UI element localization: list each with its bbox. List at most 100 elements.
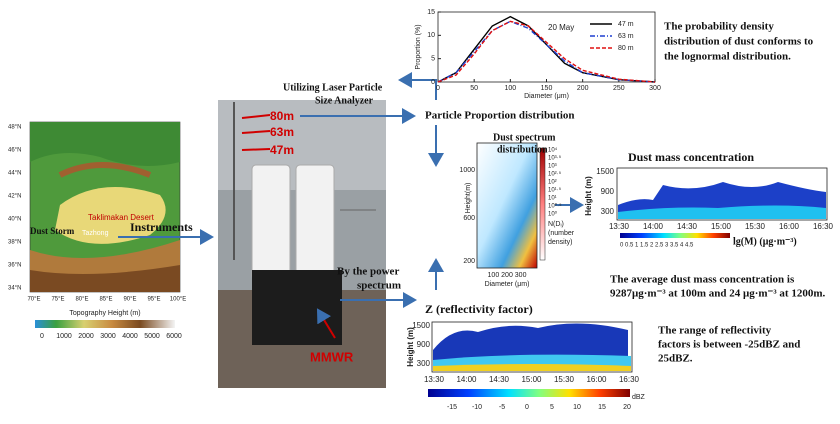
pdf-note: The probability density: [664, 21, 774, 33]
lat-tick: 44°N: [8, 171, 21, 177]
legend-label: 80 m: [618, 45, 634, 52]
x-tick-label: 15:00: [521, 375, 542, 384]
z-note: 25dBZ.: [658, 353, 693, 365]
lon-tick: 100°E: [170, 297, 186, 303]
cbar-tick: 10⁰·⁵: [548, 203, 562, 210]
cbar-tick: 0: [525, 404, 529, 411]
power-label: spectrum: [357, 280, 401, 292]
cbar-tick: 10³·⁵: [548, 155, 562, 162]
cbar-tick: 10¹: [548, 196, 557, 202]
cbar-label: N(Dᵢ): [548, 221, 564, 228]
mass-colorbar: [620, 233, 730, 238]
y-tick-label: 1500: [596, 167, 614, 176]
dust-storm-label: Dust Storm: [30, 226, 75, 236]
y-tick-label: 0: [431, 79, 435, 86]
spectrum-colorbar: [539, 147, 546, 261]
z-plot: [431, 321, 633, 373]
y-axis-label: Proportion (%): [415, 24, 422, 69]
y-tick-label: 900: [417, 340, 431, 349]
power-label: By the power: [337, 266, 399, 278]
x-tick-label: 0: [436, 85, 440, 92]
x-tick-label: 100: [504, 85, 516, 92]
lat-tick: 42°N: [8, 194, 21, 200]
z-note: factors is between -25dBZ and: [658, 339, 800, 351]
mass-note: 9287μg·m⁻³ at 100m and 24 μg·m⁻³ at 1200…: [610, 288, 825, 300]
cbar-tick: 5000: [144, 333, 160, 340]
x-tick-label: 14:00: [643, 222, 664, 231]
cbar-tick: 10⁰: [548, 211, 558, 218]
x-tick-label: 16:30: [619, 375, 640, 384]
x-axis-label: Diameter (μm): [524, 93, 569, 100]
cbar-tick: -10: [472, 404, 482, 411]
instruments-label: Instruments: [130, 220, 193, 234]
z-label: Z (reflectivity factor): [425, 302, 533, 316]
particle-label: Particle Proportion distribution: [425, 110, 575, 122]
lat-tick: 40°N: [8, 217, 21, 223]
cbar-tick: 10²·⁵: [548, 171, 562, 178]
line: [437, 20, 656, 83]
y-tick-label: 10: [427, 32, 435, 39]
y-tick-label: 600: [463, 215, 475, 222]
photo: [218, 100, 386, 388]
cbar-tick: 10³: [548, 164, 557, 170]
x-tick-label: 200: [577, 85, 589, 92]
spectrum-title: distribution: [497, 144, 548, 155]
lon-tick: 90°E: [123, 297, 136, 303]
spectrum-ylabel: Height(m): [465, 183, 472, 214]
x-tick-label: 300: [649, 85, 661, 92]
z-ticks: 1500 900 300 13:30 14:00 14:30 15:00 15:30 16:00…: [412, 321, 639, 411]
lon-tick: 70°E: [27, 297, 40, 303]
mass-ylabel: Height (m): [584, 176, 593, 216]
x-tick-label: 14:30: [489, 375, 510, 384]
y-tick-label: 15: [427, 9, 435, 16]
cbar-tick: 4000: [122, 333, 138, 340]
cbar-tick: 10¹·⁵: [548, 187, 562, 194]
cbar-tick: 15: [598, 404, 606, 411]
x-tick-label: 13:30: [609, 222, 630, 231]
x-tick-label: 16:00: [779, 222, 800, 231]
pointer-arrows: [241, 114, 336, 339]
z-colorbar: [428, 389, 630, 397]
lat-tick: 48°N: [8, 125, 21, 131]
cbar-tick: 2000: [78, 333, 94, 340]
y-tick-label: 1500: [412, 321, 430, 330]
y-tick-label: 1000: [459, 167, 475, 174]
x-tick-label: 14:00: [456, 375, 477, 384]
spectrum-plot: [476, 142, 538, 269]
cbar-tick: -5: [499, 404, 505, 411]
x-tick-label: 150: [541, 85, 553, 92]
cbar-tick: -15: [447, 404, 457, 411]
cbar-label: (number: [548, 230, 575, 237]
map-xlabel: Topography Height (m): [69, 310, 140, 317]
x-tick-label: 50: [470, 85, 478, 92]
cbar-label: density): [548, 239, 573, 246]
y-tick-label: 300: [601, 207, 615, 216]
height-label: 47m: [270, 143, 294, 157]
annotation: 20 May: [548, 23, 574, 32]
pdf-chart: 0 50 100 150 200 250 300 0 5 10 15 Diameter (μm) Pro…: [415, 9, 661, 100]
lon-tick: 95°E: [147, 297, 160, 303]
utilizing-label: Utilizing Laser Particle: [283, 82, 383, 93]
mass-note: The average dust mass concentration is: [610, 274, 795, 286]
cbar-tick: 20: [623, 404, 631, 411]
map: [29, 121, 181, 328]
x-tick-label: 14:30: [677, 222, 698, 231]
x-tick-label: 15:00: [711, 222, 732, 231]
lat-tick: 34°N: [8, 286, 21, 292]
height-label: 63m: [270, 125, 294, 139]
legend-label: 63 m: [618, 33, 634, 40]
z-note: The range of reflectivity: [658, 325, 772, 337]
cbar-label: dBZ: [632, 394, 646, 401]
x-tick-label: 15:30: [745, 222, 766, 231]
lat-tick: 46°N: [8, 148, 21, 154]
cbar-tick: 3000: [100, 333, 116, 340]
desert-label: Taklimakan Desert: [88, 213, 155, 222]
cbar-tick: 0: [40, 333, 44, 340]
pdf-note: the lognormal distribution.: [664, 51, 791, 63]
pdf-note: distribution of dust conforms to: [664, 36, 814, 48]
utilizing-label: Size Analyzer: [315, 95, 374, 106]
mass-title: Dust mass concentration: [628, 150, 754, 164]
y-tick-label: 200: [463, 258, 475, 265]
